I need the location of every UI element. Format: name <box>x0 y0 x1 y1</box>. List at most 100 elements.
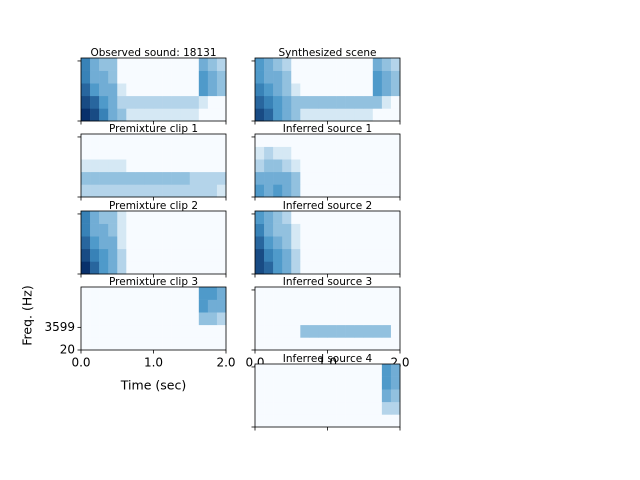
cell <box>144 95 154 109</box>
cell <box>291 146 301 160</box>
cell <box>354 184 365 198</box>
cell <box>108 299 118 313</box>
cell <box>135 184 145 198</box>
cell <box>189 95 200 109</box>
cell <box>354 299 365 313</box>
cell <box>300 414 310 428</box>
cell <box>381 70 392 84</box>
cell <box>336 159 346 173</box>
cell <box>273 287 283 300</box>
cell <box>345 312 355 326</box>
cell <box>255 261 265 275</box>
cell <box>327 134 337 147</box>
cell <box>117 146 127 160</box>
cell <box>354 146 365 160</box>
cell <box>363 248 374 262</box>
cell <box>318 108 328 122</box>
cell <box>327 312 337 326</box>
cell <box>372 401 383 415</box>
cell <box>309 211 319 224</box>
cell <box>207 312 218 326</box>
cell <box>273 236 283 250</box>
cell <box>117 236 127 250</box>
x-tick-label: 1.0 <box>144 356 163 370</box>
cell <box>99 223 109 237</box>
cell <box>171 58 181 71</box>
cell <box>264 324 274 338</box>
cell <box>198 324 209 338</box>
cell <box>126 211 136 224</box>
cell <box>390 312 401 326</box>
cell <box>282 70 292 84</box>
panel-title: Premixture clip 1 <box>109 123 198 135</box>
cell <box>345 83 355 97</box>
cell <box>363 70 374 84</box>
cell <box>198 95 209 109</box>
cell <box>135 312 145 326</box>
cell <box>264 223 274 237</box>
cell <box>162 248 172 262</box>
cell <box>264 287 274 300</box>
cell <box>180 108 191 122</box>
cell <box>390 389 401 403</box>
panel: Premixture clip 3 0.0 1.0 2.0 20 3599 Time (se… <box>20 276 236 393</box>
cell <box>309 184 319 198</box>
cell <box>108 287 118 300</box>
cell <box>300 287 310 300</box>
cell <box>180 134 191 147</box>
cell <box>153 261 163 275</box>
cell <box>363 184 374 198</box>
cell <box>153 146 163 160</box>
cell <box>126 223 136 237</box>
cell <box>390 324 401 338</box>
cell <box>291 236 301 250</box>
cell <box>381 287 392 300</box>
cell <box>264 299 274 313</box>
cell <box>144 146 154 160</box>
cell <box>117 312 127 326</box>
cell <box>345 134 355 147</box>
cell <box>117 95 127 109</box>
cell <box>354 171 365 185</box>
cell <box>390 108 401 122</box>
cell <box>309 337 319 351</box>
cell <box>162 159 172 173</box>
cell <box>372 134 383 147</box>
cell <box>264 171 274 185</box>
cell <box>381 324 392 338</box>
cell <box>255 95 265 109</box>
cell <box>81 83 91 97</box>
cell <box>135 248 145 262</box>
cell <box>291 389 301 403</box>
cell <box>144 184 154 198</box>
cell <box>180 337 191 351</box>
cell <box>99 248 109 262</box>
cell <box>381 134 392 147</box>
cell <box>318 389 328 403</box>
cell <box>216 287 227 300</box>
cell <box>363 389 374 403</box>
cell <box>318 376 328 390</box>
cell <box>327 211 337 224</box>
cell <box>309 159 319 173</box>
cell <box>153 184 163 198</box>
cell <box>363 414 374 428</box>
cell <box>327 184 337 198</box>
cell <box>99 299 109 313</box>
cell <box>282 337 292 351</box>
cell <box>180 261 191 275</box>
cell <box>336 58 346 71</box>
cell <box>309 414 319 428</box>
cell <box>336 414 346 428</box>
cell <box>300 364 310 377</box>
cell <box>381 401 392 415</box>
cell <box>198 337 209 351</box>
cell <box>282 83 292 97</box>
cell <box>354 324 365 338</box>
cell <box>327 299 337 313</box>
cell <box>390 171 401 185</box>
cell <box>327 261 337 275</box>
cell <box>81 337 91 351</box>
cell <box>90 184 100 198</box>
cell <box>273 364 283 377</box>
